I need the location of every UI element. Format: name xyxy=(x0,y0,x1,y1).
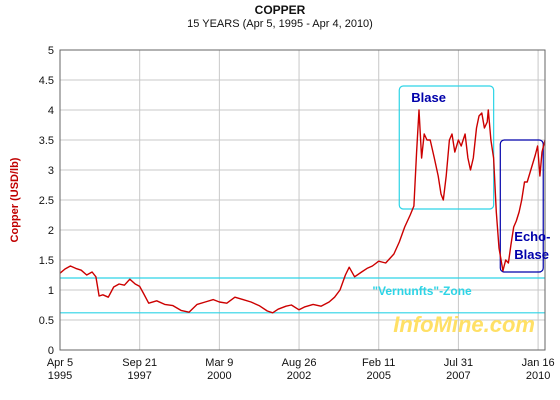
plot-frame xyxy=(59,49,546,351)
echo-bubble-box xyxy=(499,139,544,273)
x-tick-year: 1995 xyxy=(48,370,72,382)
reason-zone-label: "Vernunfts"-Zone xyxy=(372,284,472,298)
y-tick-label: 0.5 xyxy=(39,315,54,327)
y-tick-label: 0 xyxy=(48,345,54,357)
y-axis-label: Copper (USD/lb) xyxy=(9,157,21,242)
x-tick-label: Feb 11 xyxy=(362,357,395,369)
y-tick-label: 4.5 xyxy=(39,75,54,87)
bubble-boxes xyxy=(398,85,544,273)
y-tick-label: 1.5 xyxy=(39,255,54,267)
y-tick-label: 5 xyxy=(48,45,54,57)
plot-grid xyxy=(59,49,545,351)
chart-subtitle: 15 YEARS (Apr 5, 1995 - Apr 4, 2010) xyxy=(187,18,373,30)
x-tick-label: Apr 5 xyxy=(47,357,73,369)
echo-bubble-label-line1: Echo- xyxy=(514,229,550,244)
price-series xyxy=(59,109,546,314)
x-tick-label: Aug 26 xyxy=(282,357,317,369)
y-axis-ticks: 0 0.5 1 1.5 2 2.5 3 3.5 4 4.5 5 xyxy=(39,45,54,357)
x-tick-label: Jul 31 xyxy=(444,357,473,369)
y-tick-label: 3.5 xyxy=(39,135,54,147)
echo-bubble-label-line2: Blase xyxy=(514,247,549,262)
x-tick-year: 2002 xyxy=(287,370,311,382)
x-tick-year: 2007 xyxy=(446,370,470,382)
x-tick-label: Jan 16 xyxy=(522,357,555,369)
bubble-box xyxy=(398,85,495,210)
y-tick-label: 4 xyxy=(48,105,54,117)
x-tick-label: Mar 9 xyxy=(205,357,233,369)
y-tick-label: 3 xyxy=(48,165,54,177)
x-tick-year: 1997 xyxy=(127,370,151,382)
y-tick-label: 2.5 xyxy=(39,195,54,207)
copper-price-line xyxy=(59,109,546,314)
y-tick-label: 1 xyxy=(48,285,54,297)
x-tick-label: Sep 21 xyxy=(122,357,157,369)
chart-title: COPPER xyxy=(255,3,306,17)
bubble-label: Blase xyxy=(411,90,446,105)
x-tick-year: 2000 xyxy=(207,370,231,382)
y-tick-label: 2 xyxy=(48,225,54,237)
reason-zone xyxy=(60,277,545,314)
x-tick-year: 2010 xyxy=(526,370,550,382)
x-tick-year: 2005 xyxy=(366,370,390,382)
brand-watermark: InfoMine.com xyxy=(393,312,535,337)
